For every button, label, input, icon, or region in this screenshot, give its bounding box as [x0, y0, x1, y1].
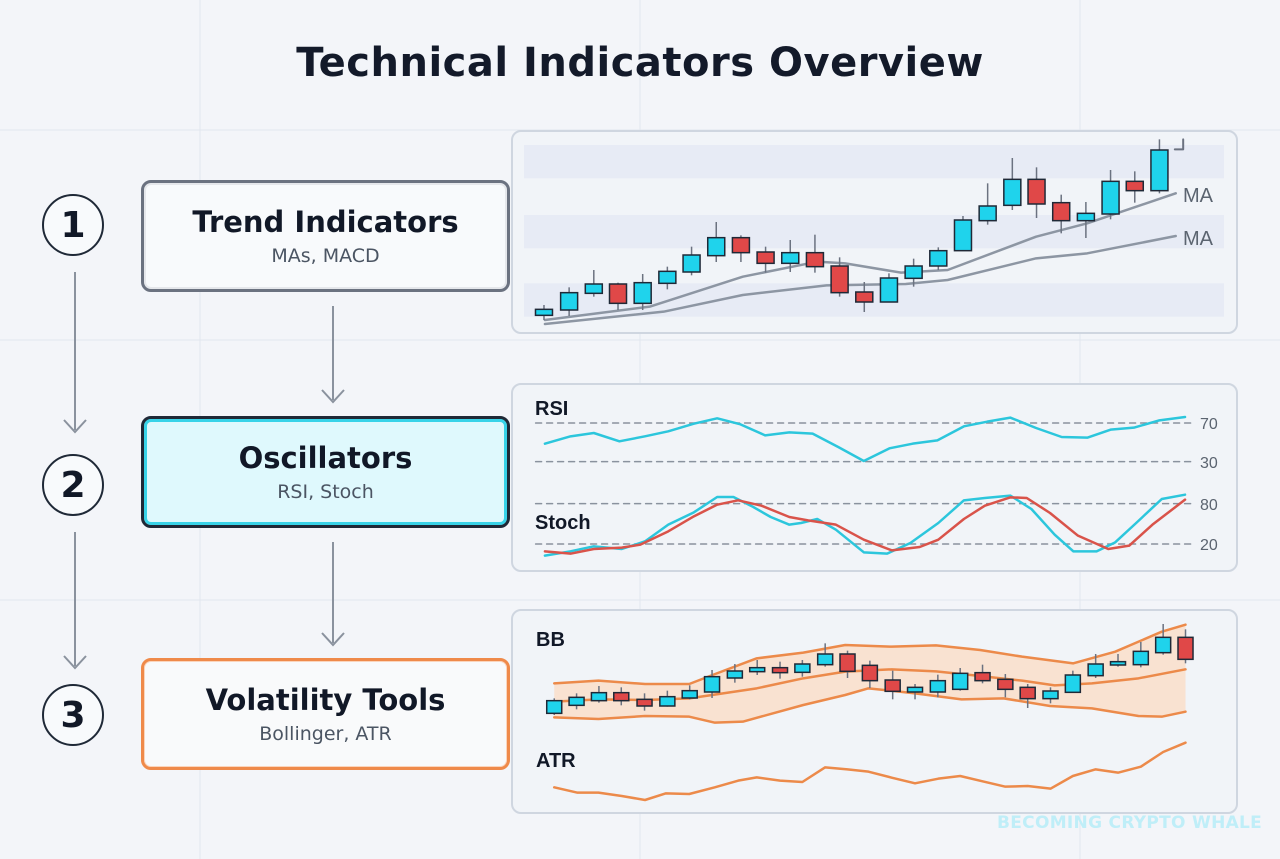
candle	[1003, 178, 1022, 207]
step-number-1: 1	[42, 194, 104, 256]
bb-candle	[997, 678, 1014, 691]
candle	[633, 281, 652, 305]
bb-candle	[861, 664, 879, 682]
candle	[1101, 180, 1120, 215]
bb-candle	[1064, 674, 1082, 694]
bb-candle	[1042, 690, 1059, 700]
flow-arrows	[63, 272, 345, 670]
candle	[608, 283, 628, 305]
bb-candle	[1109, 660, 1127, 666]
bb-candle	[816, 653, 834, 666]
bb-candle	[703, 675, 721, 693]
bb-candle	[659, 695, 676, 707]
bb-candle	[545, 699, 563, 715]
oscillator-chart	[534, 415, 1193, 557]
bb-candle	[771, 666, 789, 674]
trend-chart	[524, 138, 1224, 326]
candle	[706, 236, 726, 257]
bb-candle	[974, 671, 991, 682]
bb-candle	[568, 696, 585, 707]
volatility-chart	[545, 623, 1194, 802]
chart-band	[524, 215, 1224, 249]
candle	[756, 251, 775, 265]
rsi-level-70: 70	[1200, 416, 1218, 433]
candle	[879, 277, 899, 303]
chart-band	[524, 283, 1224, 317]
bb-candle	[951, 672, 969, 691]
candle	[855, 291, 874, 303]
candle	[658, 270, 677, 285]
ma-slow-label: MA	[1183, 228, 1214, 250]
bb-candle	[726, 670, 744, 679]
candle	[731, 236, 751, 254]
bb-candle	[681, 689, 698, 699]
candle	[682, 254, 701, 273]
stoch-level-80: 80	[1200, 497, 1218, 514]
bb-candle	[839, 653, 856, 673]
trend-indicators-card: Trend Indicators MAs, MACD	[141, 180, 510, 292]
bb-candle	[636, 698, 653, 707]
candle	[1150, 149, 1169, 192]
page-title: Technical Indicators Overview	[296, 40, 984, 86]
bollinger-upper-line	[552, 623, 1187, 686]
bb-candle	[929, 679, 947, 693]
candle	[805, 251, 825, 268]
candle	[1125, 180, 1145, 192]
candle	[534, 308, 554, 317]
oscillators-card: Oscillators RSI, Stoch	[141, 416, 510, 528]
ma-fast-label: MA	[1183, 185, 1214, 207]
watermark: BECOMING CRYPTO WHALE	[997, 813, 1263, 833]
bb-candle	[1132, 650, 1150, 666]
candle	[830, 265, 849, 294]
bb-candle	[590, 691, 608, 702]
candle	[584, 283, 604, 295]
candle	[1051, 201, 1071, 222]
card-title: Volatility Tools	[205, 683, 446, 717]
candle	[953, 219, 973, 252]
card-title: Trend Indicators	[192, 205, 459, 239]
candle	[1027, 178, 1046, 205]
card-subtitle: RSI, Stoch	[277, 481, 374, 503]
rsi-level-30: 30	[1200, 455, 1218, 472]
ma-slow-line	[543, 234, 1177, 326]
bb-candle	[1177, 636, 1194, 661]
bb-candle	[748, 666, 766, 673]
candle	[978, 205, 997, 222]
card-title: Oscillators	[238, 441, 413, 475]
bollinger-lower-line	[552, 687, 1187, 724]
volatility-tools-card: Volatility Tools Bollinger, ATR	[141, 658, 510, 770]
candle	[559, 291, 579, 311]
bb-candle	[1087, 663, 1104, 677]
card-subtitle: MAs, MACD	[271, 245, 380, 267]
stoch-label: Stoch	[535, 512, 591, 534]
candle	[904, 265, 923, 280]
bb-candle	[1019, 686, 1036, 700]
stoch-k-line	[543, 493, 1187, 557]
candle	[1076, 212, 1096, 222]
bb-candle	[884, 679, 901, 693]
card-subtitle: Bollinger, ATR	[259, 723, 392, 745]
candle	[929, 249, 948, 267]
bb-candle	[613, 691, 630, 702]
bb-candle	[794, 663, 811, 674]
bb-candle	[906, 686, 924, 693]
step-number-3: 3	[42, 684, 104, 746]
stoch-d-line	[543, 496, 1187, 555]
chart-band	[524, 145, 1224, 179]
bb-label: BB	[536, 629, 565, 651]
atr-line	[552, 741, 1187, 802]
rsi-label: RSI	[535, 398, 568, 420]
step-number-2: 2	[42, 454, 104, 516]
bb-candle	[1154, 636, 1172, 654]
atr-label: ATR	[536, 750, 576, 772]
candle	[781, 251, 800, 265]
corner-mark	[1173, 138, 1185, 151]
stoch-level-20: 20	[1200, 537, 1218, 554]
rsi-line	[543, 415, 1187, 463]
